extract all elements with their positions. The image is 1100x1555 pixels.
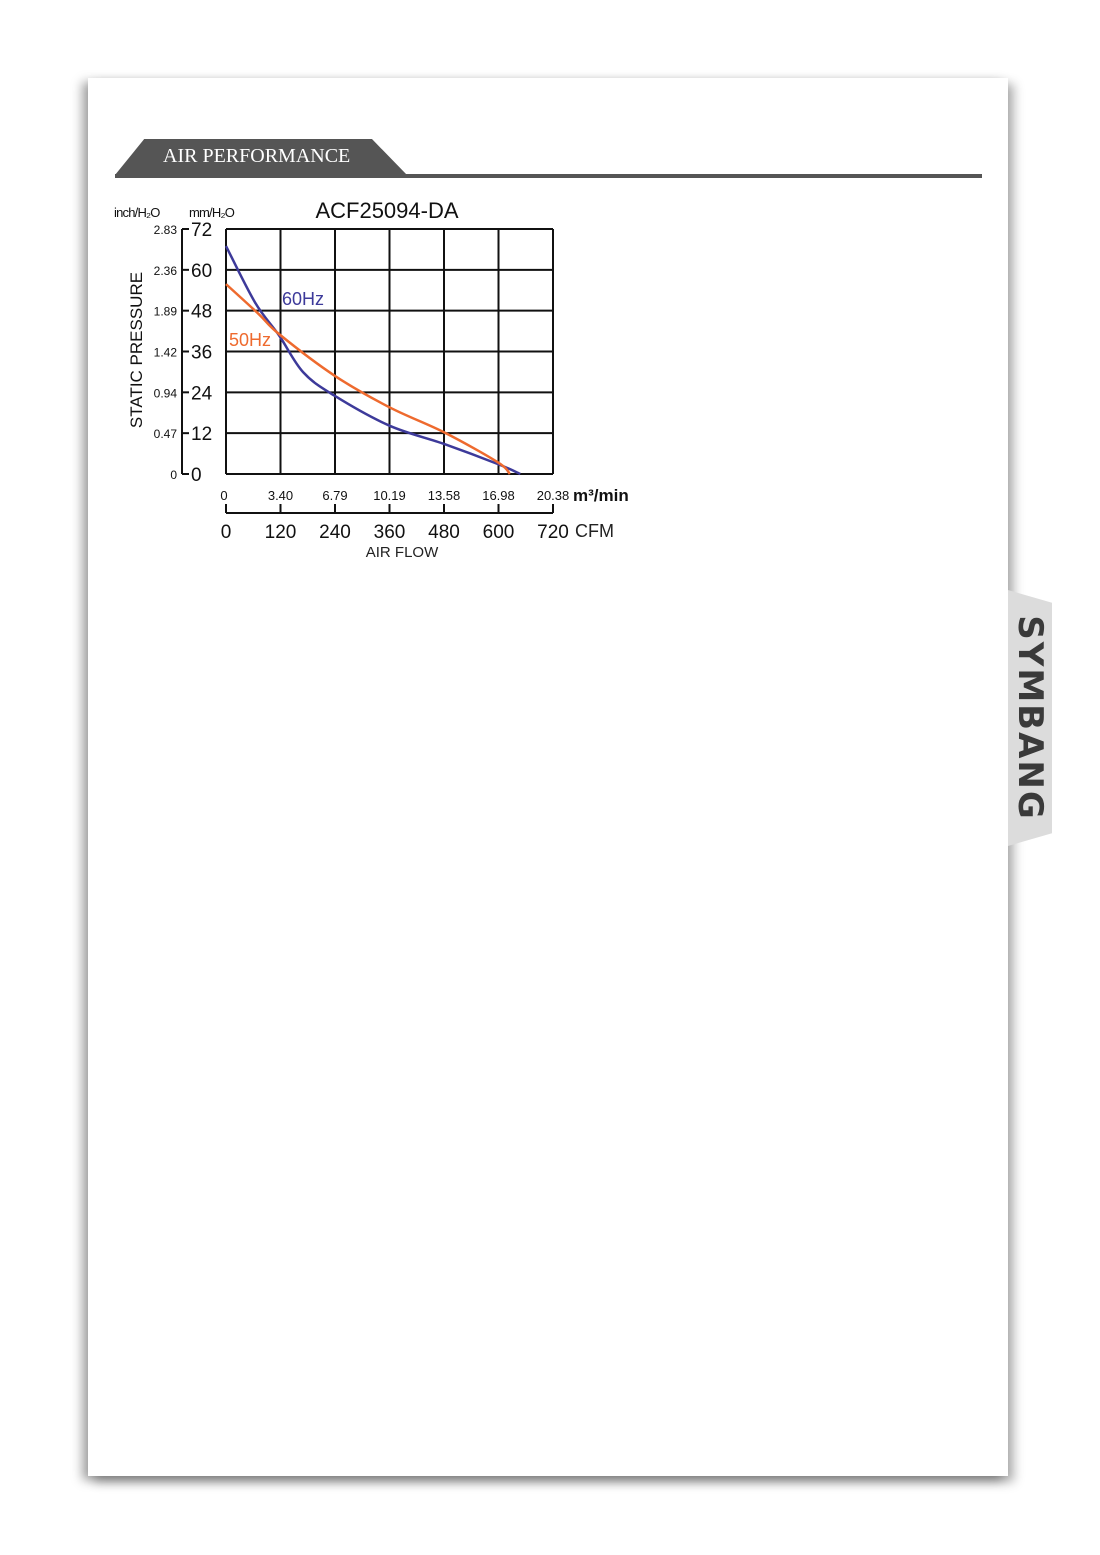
section-divider — [115, 174, 982, 178]
x-tick-label-m3min: 10.19 — [373, 488, 406, 503]
y-tick-label-inch: 0 — [170, 468, 177, 482]
y-unit-mm: mm/H₂O — [189, 205, 235, 220]
y-axis-title: STATIC PRESSURE — [127, 272, 146, 428]
x-tick-label-cfm: 360 — [374, 522, 406, 543]
x-tick-label-cfm: 240 — [319, 522, 351, 543]
x-tick-label-cfm: 720 — [537, 522, 569, 543]
brand-logo: SYMBANG — [1010, 615, 1050, 821]
y-tick-label-mm: 24 — [191, 383, 213, 404]
x-tick-label-m3min: 6.79 — [322, 488, 347, 503]
y-tick-label-inch: 2.36 — [154, 264, 178, 278]
y-unit-inch: inch/H₂O — [114, 205, 160, 220]
series-label-50hz: 50Hz — [229, 330, 271, 350]
y-tick-label-inch: 1.42 — [154, 346, 178, 360]
air-performance-chart: 00120.47240.94361.42481.89602.36722.83in… — [114, 198, 629, 561]
y-tick-label-inch: 0.94 — [154, 386, 178, 400]
y-tick-label-mm: 0 — [191, 465, 202, 486]
series-line-60hz — [224, 245, 521, 476]
x-tick-label-m3min: 0 — [220, 488, 227, 503]
y-tick-label-mm: 72 — [191, 220, 212, 241]
x-tick-label-m3min: 16.98 — [482, 488, 515, 503]
x-tick-label-cfm: 0 — [221, 522, 232, 543]
y-tick-label-mm: 12 — [191, 424, 212, 445]
x-axis-title: AIR FLOW — [366, 544, 439, 561]
x-tick-label-m3min: 13.58 — [428, 488, 461, 503]
x-unit-m3min: m³/min — [573, 486, 629, 505]
y-tick-label-inch: 2.83 — [154, 223, 178, 237]
chart-title: ACF25094-DA — [315, 198, 458, 223]
section-header-tab — [115, 139, 407, 175]
series-line-50hz — [225, 283, 511, 475]
y-tick-label-mm: 36 — [191, 343, 212, 364]
x-tick-label-cfm: 480 — [428, 522, 460, 543]
x-tick-label-m3min: 20.38 — [537, 488, 570, 503]
section-title: AIR PERFORMANCE — [163, 145, 351, 167]
x-unit-cfm: CFM — [575, 521, 614, 541]
y-tick-label-inch: 1.89 — [154, 305, 178, 319]
logo-tab — [1008, 590, 1052, 846]
y-tick-label-mm: 48 — [191, 302, 212, 323]
x-tick-label-m3min: 3.40 — [268, 488, 293, 503]
y-tick-label-mm: 60 — [191, 261, 212, 282]
x-tick-label-cfm: 120 — [265, 522, 297, 543]
y-tick-label-inch: 0.47 — [154, 427, 178, 441]
series-label-60hz: 60Hz — [282, 289, 324, 309]
x-tick-label-cfm: 600 — [483, 522, 515, 543]
